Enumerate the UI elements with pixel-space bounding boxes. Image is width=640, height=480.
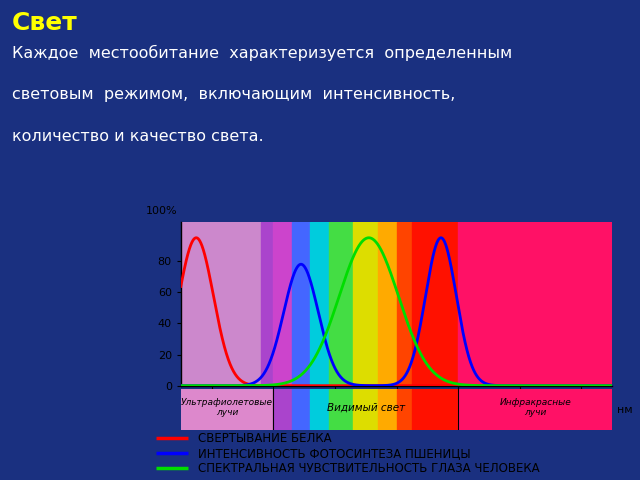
Bar <box>412 222 458 386</box>
Text: СВЕРТЫВАНИЕ БЕЛКА: СВЕРТЫВАНИЕ БЕЛКА <box>198 432 332 444</box>
Bar <box>353 389 378 430</box>
Bar <box>310 222 329 386</box>
Bar <box>292 222 310 386</box>
Bar <box>292 389 310 430</box>
Bar <box>273 389 292 430</box>
Bar <box>397 389 412 430</box>
Text: Инфракрасные
лучи: Инфракрасные лучи <box>499 397 571 417</box>
Bar <box>458 222 612 386</box>
Text: Каждое  местообитание  характеризуется  определенным: Каждое местообитание характеризуется опр… <box>12 45 512 61</box>
Bar <box>180 389 273 430</box>
Bar <box>412 389 458 430</box>
Bar <box>329 389 353 430</box>
Text: 100%: 100% <box>147 205 178 216</box>
Bar <box>273 222 292 386</box>
Text: нм: нм <box>616 405 632 415</box>
Bar <box>329 222 353 386</box>
Bar <box>310 389 329 430</box>
Text: Свет: Свет <box>12 11 77 35</box>
Bar <box>353 222 378 386</box>
Bar <box>378 222 397 386</box>
Text: СПЕКТРАЛЬНАЯ ЧУВСТВИТЕЛЬНОСТЬ ГЛАЗА ЧЕЛОВЕКА: СПЕКТРАЛЬНАЯ ЧУВСТВИТЕЛЬНОСТЬ ГЛАЗА ЧЕЛО… <box>198 462 540 475</box>
Bar <box>397 222 412 386</box>
Bar <box>180 222 261 386</box>
Text: количество и качество света.: количество и качество света. <box>12 129 263 144</box>
Bar <box>378 389 397 430</box>
Bar <box>458 389 612 430</box>
Text: Видимый свет: Видимый свет <box>326 402 404 412</box>
Text: ИНТЕНСИВНОСТЬ ФОТОСИНТЕЗА ПШЕНИЦЫ: ИНТЕНСИВНОСТЬ ФОТОСИНТЕЗА ПШЕНИЦЫ <box>198 447 470 460</box>
Bar <box>261 222 273 386</box>
Text: Ультрафиолетовые
лучи: Ультрафиолетовые лучи <box>181 397 273 417</box>
Text: световым  режимом,  включающим  интенсивность,: световым режимом, включающим интенсивнос… <box>12 87 455 102</box>
